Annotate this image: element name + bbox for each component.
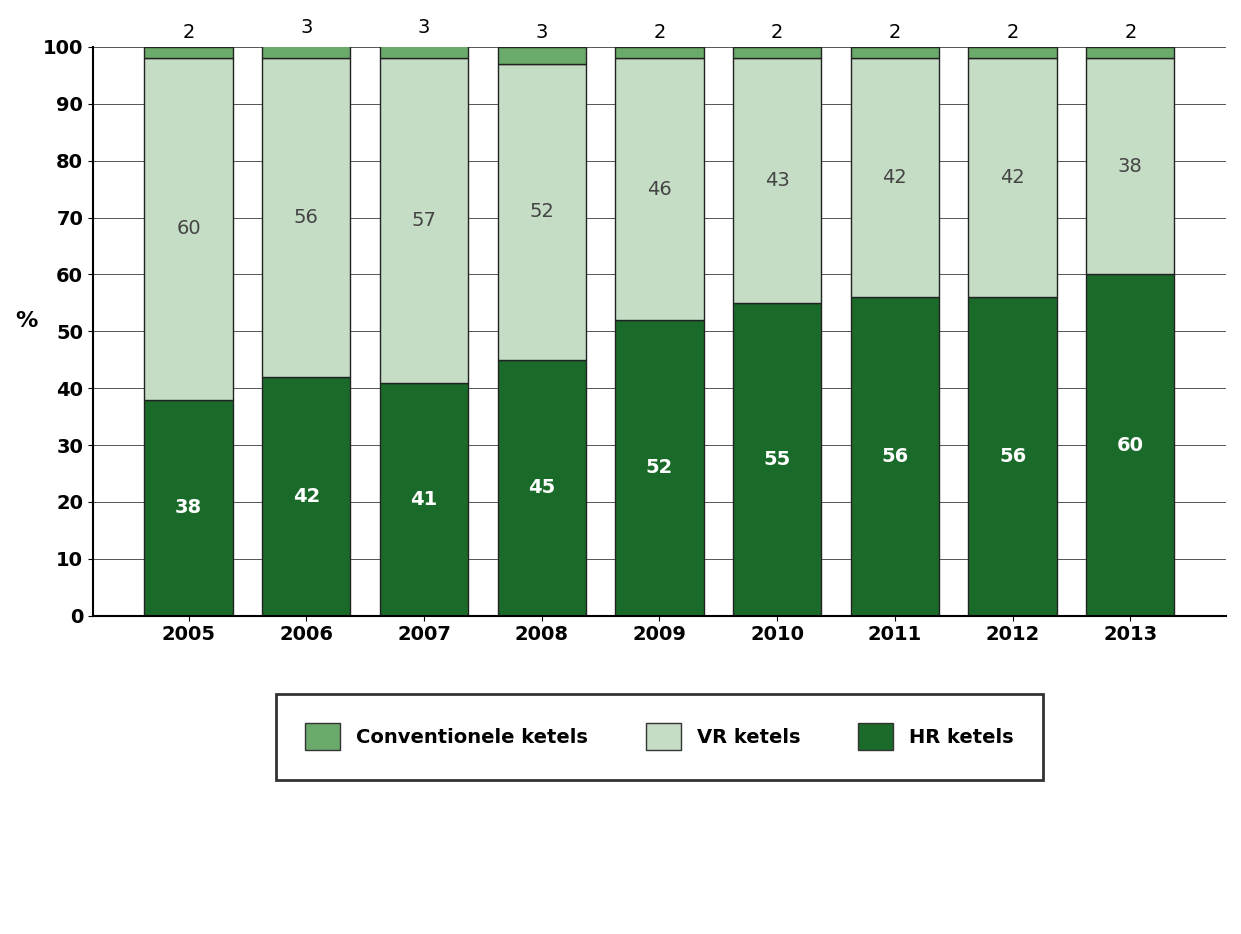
Bar [380, 58, 468, 383]
Bar [1086, 47, 1174, 58]
Text: 2: 2 [653, 23, 665, 42]
Text: 56: 56 [999, 447, 1026, 466]
Bar [968, 297, 1057, 616]
Bar [144, 400, 233, 616]
Text: 60: 60 [1117, 435, 1144, 455]
Text: 42: 42 [882, 168, 907, 187]
Text: 52: 52 [530, 203, 555, 221]
Text: 46: 46 [647, 179, 671, 199]
Bar [498, 64, 586, 360]
Text: 42: 42 [293, 487, 320, 506]
Legend: Conventionele ketels, VR ketels, HR ketels: Conventionele ketels, VR ketels, HR kete… [277, 694, 1042, 780]
Bar [380, 41, 468, 58]
Text: 2: 2 [1124, 23, 1137, 42]
Bar [851, 47, 939, 58]
Bar [1086, 58, 1174, 275]
Bar [498, 47, 586, 64]
Text: 2: 2 [889, 23, 901, 42]
Text: 3: 3 [536, 23, 549, 42]
Bar [733, 58, 822, 303]
Bar [968, 47, 1057, 58]
Bar [262, 376, 350, 616]
Text: 57: 57 [412, 211, 437, 230]
Text: 55: 55 [763, 450, 791, 469]
Text: 45: 45 [529, 478, 556, 497]
Y-axis label: %: % [15, 311, 37, 332]
Text: 38: 38 [1118, 157, 1143, 176]
Text: 38: 38 [175, 498, 202, 517]
Bar [144, 47, 233, 58]
Bar [968, 58, 1057, 297]
Text: 60: 60 [176, 219, 201, 238]
Bar [144, 58, 233, 400]
Bar [733, 303, 822, 616]
Text: 2: 2 [182, 23, 195, 42]
Text: 3: 3 [300, 18, 313, 36]
Bar [851, 58, 939, 297]
Bar [616, 47, 704, 58]
Text: 2: 2 [771, 23, 783, 42]
Bar [262, 41, 350, 58]
Bar [733, 47, 822, 58]
Text: 41: 41 [411, 489, 438, 509]
Text: 56: 56 [881, 447, 908, 466]
Text: 42: 42 [1000, 168, 1025, 187]
Text: 52: 52 [645, 459, 673, 477]
Text: 2: 2 [1006, 23, 1019, 42]
Bar [498, 360, 586, 616]
Text: 43: 43 [764, 171, 789, 191]
Text: 56: 56 [294, 208, 319, 227]
Bar [616, 320, 704, 616]
Text: 3: 3 [418, 18, 431, 36]
Bar [1086, 275, 1174, 616]
Bar [380, 383, 468, 616]
Bar [262, 58, 350, 376]
Bar [851, 297, 939, 616]
Bar [616, 58, 704, 320]
